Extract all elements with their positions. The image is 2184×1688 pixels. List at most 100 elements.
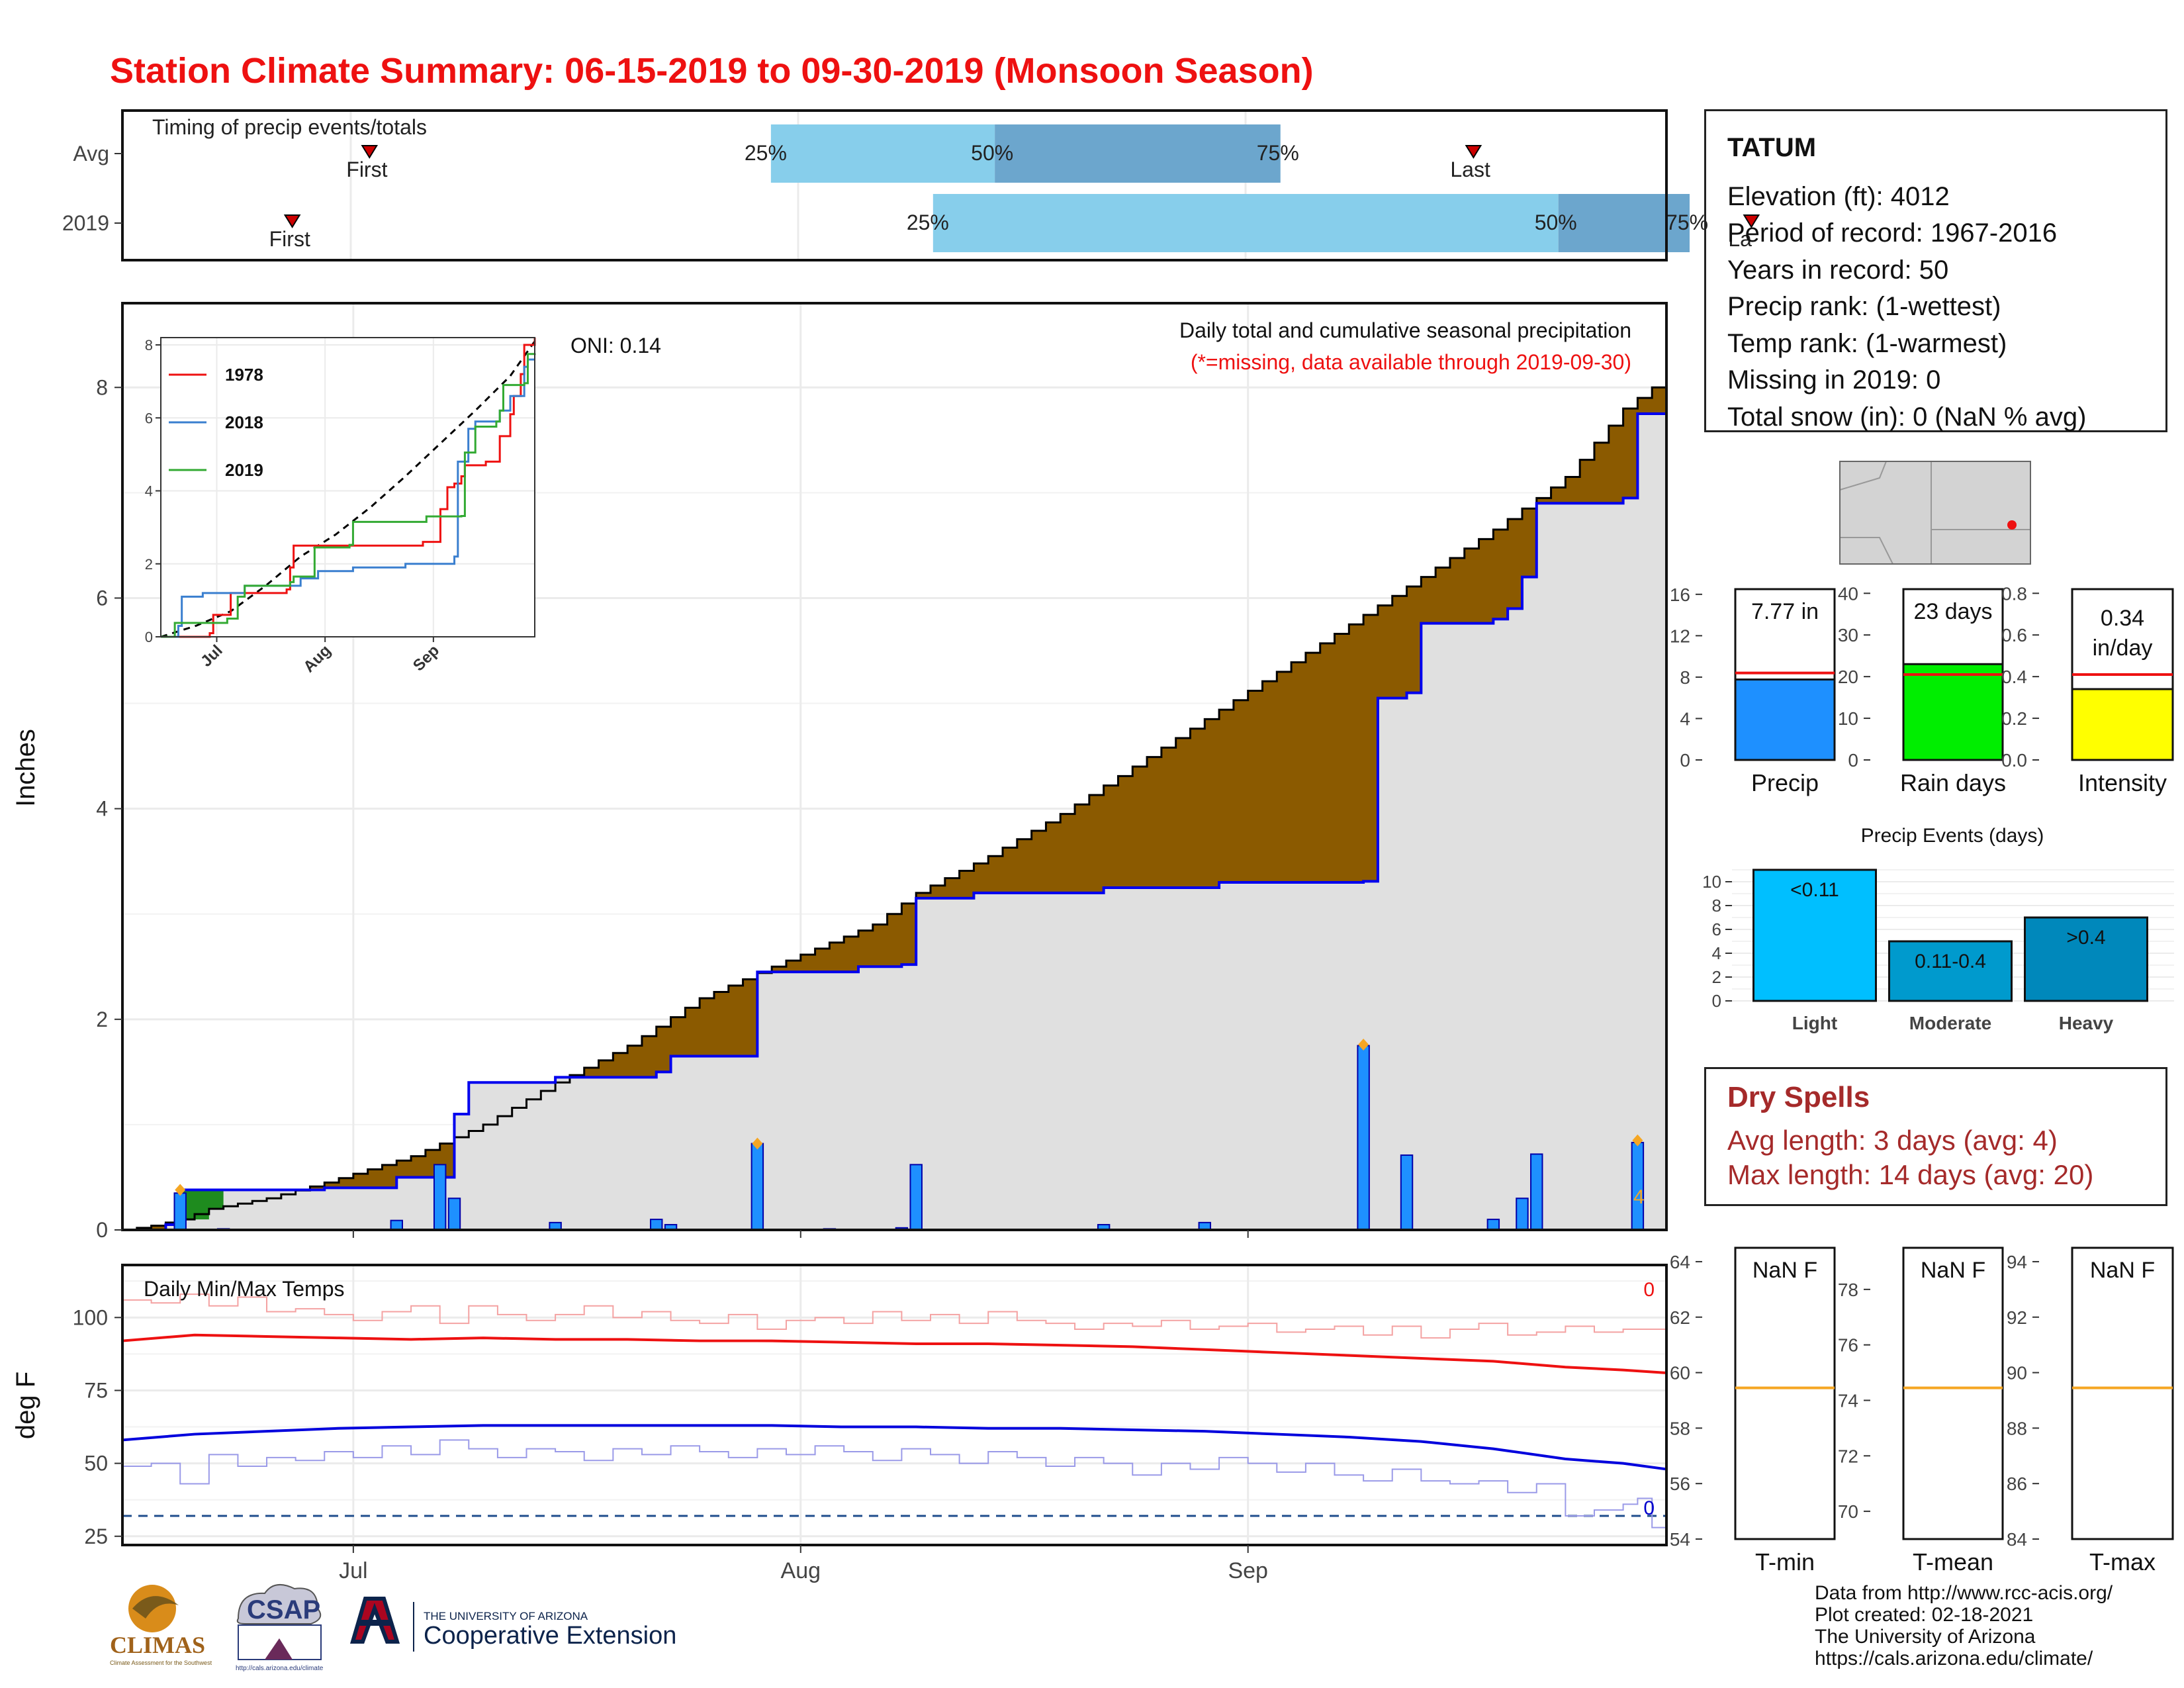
credit-line: Data from http://www.rcc-acis.org/ [1815,1582,2113,1604]
climas-sub: Climate Assessment for the Southwest [110,1660,212,1666]
events-bar [1752,868,1877,1002]
daily-precip-bar [909,1164,923,1231]
gauge-intensity-value-label: 0.34 [2101,606,2144,631]
inset-y-tick-label: 4 [145,483,153,500]
events-title: Precip Events (days) [1861,825,2044,847]
temps-panel: Daily Min/Max Temps 0 0 [121,1264,1668,1546]
gauge-tmax-y-tick-label: 84 [2007,1529,2027,1550]
page-title: Station Climate Summary: 06-15-2019 to 0… [110,51,1314,91]
gauge-precip-y-tick-label: 16 [1670,585,1690,605]
missing-flag-diamond [752,1137,763,1150]
timing-panel: 25% 50% 75% First Last 25% 50% 75% First La Timing… [121,109,1760,261]
ua-line2: Cooperative Extension [424,1622,676,1650]
gauge-tmax-y-tick-label: 92 [2007,1307,2027,1328]
timing-first-label: First [346,158,387,181]
timing-last-label: Last [1450,158,1490,181]
precip-title: Daily total and cumulative seasonal prec… [1179,318,1631,342]
surplus-area [180,1190,224,1220]
temps-corner-bottom: 0 [1643,1497,1655,1519]
temps-panel-border [121,1264,1668,1546]
timing-first-marker [283,214,301,228]
timing-last-label: La [1728,227,1752,251]
timing-row-label: 2019 [62,211,109,235]
gauge-precip: 0 4 8 12 16 7.77 in Precip [1670,585,1836,796]
gauge-tmean-y-tick-label: 74 [1838,1390,1858,1411]
temps-line-avg_tmin [122,1424,1667,1471]
climas-logo: CLIMAS Climate Assessment for the Southw… [110,1585,212,1666]
csap-text: CSAP [247,1595,320,1624]
daily-precip-bar [1530,1153,1543,1231]
gauge-raindays-label: Rain days [1900,769,2006,796]
precip-y-tick-label: 6 [96,586,108,610]
station-info-box: TATUM Elevation (ft): 4012 Period of rec… [1704,109,2167,432]
gauge-precip-label: Precip [1751,769,1819,796]
avg-cumulative-line [122,377,1668,1231]
inset-y-tick-label: 6 [145,410,153,426]
gauge-tmean-frame [1902,1246,2004,1540]
gauge-intensity: 0.0 0.2 0.4 0.6 0.8 0.34 in/day Intensity [2001,583,2174,796]
gauge-precip-y-tick-label: 8 [1680,667,1690,688]
gauge-tmean-label: T-mean [1913,1548,1993,1575]
events-bar-label: <0.11 [1790,879,1839,901]
dry-spells-avg: Avg length: 3 days (avg: 4) [1727,1125,2058,1156]
temps-y-axis-label: deg F [11,1372,40,1439]
temps-y-tick-label: 75 [84,1378,108,1402]
daily-precip-bar [650,1219,663,1231]
gauge-tmin-y-tick-label: 58 [1670,1418,1690,1438]
timing-bar-50-75 [995,124,1281,183]
station-marker [2007,520,2017,530]
dry-spells-max: Max length: 14 days (avg: 20) [1727,1159,2094,1190]
inset-bg [161,338,535,637]
events-bar-label: 0.11-0.4 [1915,951,1986,972]
inset-border [160,337,535,637]
location-map [1839,461,2031,565]
daily-precip-bar [1357,1045,1370,1231]
events-x-label: Moderate [1909,1013,1991,1033]
timing-title: Timing of precip events/totals [152,115,427,139]
gauge-tmax-y-tick-label: 86 [2007,1474,2027,1494]
gauge-tmean-y-tick-label: 70 [1838,1501,1858,1522]
daily-precip-bar [1516,1197,1529,1231]
cumulative-2019-area [122,411,1666,1230]
missing-flag-diamond [1632,1134,1643,1147]
inset-legend-label: 2018 [225,412,263,432]
gauge-tmax: 84 86 88 90 92 94 NaN F T-max [2007,1246,2174,1575]
missing-flag-diamond [1358,1039,1369,1051]
precip-y-axis-label: Inches [11,729,40,807]
station-info-line: Elevation (ft): 4012 [1727,181,1950,211]
gauge-tmax-label: T-max [2089,1548,2156,1575]
temps-x-tick-label: Jul [339,1558,367,1583]
timing-bar-25-50 [933,194,1559,252]
precip-y-tick-label: 4 [96,797,108,821]
gauge-tmin-label: T-min [1755,1548,1815,1575]
gauge-raindays: 0 10 20 30 40 23 days Rain days [1838,583,2006,796]
temps-line-tmin_2019 [122,1439,1667,1528]
gauge-intensity-y-tick-label: 0.4 [2001,667,2027,687]
temps-line-avg_tmax [122,1333,1667,1375]
oni-label: ONI: 0.14 [570,334,661,357]
events-x-label: Heavy [2059,1013,2114,1033]
timing-row-label: Avg [73,142,109,165]
temps-corner-top: 0 [1643,1279,1655,1301]
gauge-intensity-value-bar [2071,688,2174,761]
temps-x-tick-label: Sep [1228,1558,1268,1583]
events-bar [1888,940,2013,1002]
gauge-raindays-y-tick-label: 30 [1838,625,1858,645]
daily-precip-bar [390,1219,403,1231]
gauge-tmin-y-tick-label: 56 [1670,1474,1690,1494]
logos: CLIMAS Climate Assessment for the Southw… [110,1583,676,1672]
gauge-tmean-y-tick-label: 78 [1838,1280,1858,1300]
gauge-intensity-y-tick-label: 0.0 [2001,750,2027,771]
daily-precip-bar [751,1143,764,1231]
gauge-tmin-y-tick-label: 60 [1670,1363,1690,1383]
station-info-line: Period of record: 1967-2016 [1727,218,2058,248]
gauge-precip-value-label: 7.77 in [1751,599,1819,624]
gauge-intensity-value-label: in/day [2093,635,2153,661]
gauge-tmin-y-tick-label: 54 [1670,1529,1690,1550]
timing-p25-label: 25% [745,141,787,165]
gauge-tmax-y-tick-label: 88 [2007,1418,2027,1438]
precip-y-tick-label: 2 [96,1008,108,1031]
